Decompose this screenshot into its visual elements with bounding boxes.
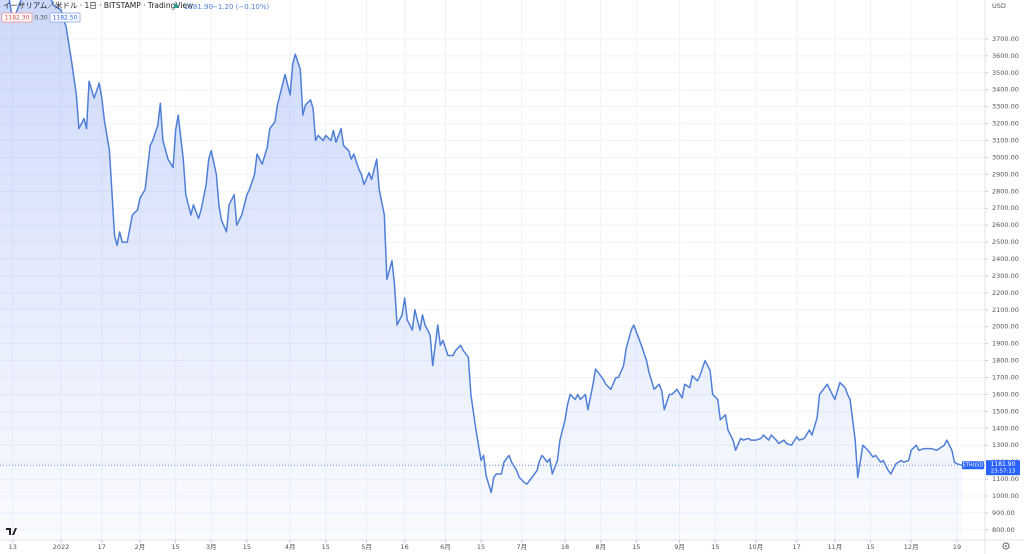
y-tick-label: 2500.00 — [992, 238, 1019, 246]
x-tick-label: 2022 — [53, 543, 70, 551]
y-tick-label: 3200.00 — [992, 120, 1019, 128]
y-tick-label: 1500.00 — [992, 407, 1019, 415]
y-tick-label: 1300.00 — [992, 441, 1019, 449]
y-tick-label: 2300.00 — [992, 272, 1019, 280]
chart-title: イーサリアム／米ドル · 1日 · BITSTAMP · TradingView — [3, 0, 193, 10]
y-tick-label: 3600.00 — [992, 52, 1019, 60]
status-dot — [174, 4, 178, 8]
y-tick-label: 2700.00 — [992, 204, 1019, 212]
x-tick-label: 18 — [561, 543, 569, 551]
x-tick-label: 3月 — [206, 543, 217, 551]
y-tick-label: 3700.00 — [992, 35, 1019, 43]
y-tick-label: 2600.00 — [992, 221, 1019, 229]
y-tick-label: 1700.00 — [992, 373, 1019, 381]
x-tick-label: 15 — [243, 543, 251, 551]
y-tick-label: 800.00 — [992, 526, 1015, 534]
x-tick-label: 15 — [632, 543, 640, 551]
y-tick-label: 1000.00 — [992, 492, 1019, 500]
y-tick-label: 3000.00 — [992, 153, 1019, 161]
y-tick-label: 1900.00 — [992, 340, 1019, 348]
x-tick-label: 17 — [98, 543, 106, 551]
bid-box[interactable] — [1, 12, 33, 23]
x-tick-label: 2月 — [135, 543, 146, 551]
price-tag — [986, 460, 1020, 476]
x-tick-label: 15 — [866, 543, 874, 551]
symbol-label: ETHUSD — [963, 463, 984, 469]
x-tick-label: 15 — [477, 543, 485, 551]
header-last: 1181.90 — [184, 3, 213, 11]
y-tick-label: 1100.00 — [992, 475, 1019, 483]
x-tick-label: 15 — [322, 543, 330, 551]
y-tick-label: 2400.00 — [992, 255, 1019, 263]
x-tick-label: 11月 — [827, 543, 842, 551]
x-tick-label: 8月 — [595, 543, 606, 551]
y-tick-label: 2900.00 — [992, 170, 1019, 178]
y-tick-label: 3500.00 — [992, 69, 1019, 77]
y-tick-label: 1600.00 — [992, 390, 1019, 398]
header: イーサリアム／米ドル · 1日 · BITSTAMP · TradingView… — [1, 0, 270, 23]
y-tick-label: 2800.00 — [992, 187, 1019, 195]
x-tick-label: 7月 — [516, 543, 527, 551]
x-tick-label: 15 — [171, 543, 179, 551]
header-change: −1.20 (−0.10%) — [212, 3, 270, 11]
y-tick-label: 3400.00 — [992, 86, 1019, 94]
price-tag-value: 1181.90 — [991, 461, 1016, 468]
x-tick-label: 17 — [793, 543, 801, 551]
axes: 800.00900.001000.001100.001200.001300.00… — [9, 35, 1019, 551]
bid-price: 1182.30 — [5, 15, 30, 22]
y-tick-label: 2100.00 — [992, 306, 1019, 314]
ask-box[interactable] — [49, 12, 81, 23]
y-tick-label: 2000.00 — [992, 323, 1019, 331]
x-tick-label: 10月 — [749, 543, 764, 551]
y-tick-label: 1400.00 — [992, 424, 1019, 432]
x-tick-label: 15 — [711, 543, 719, 551]
price-line — [8, 0, 963, 494]
x-tick-label: 6月 — [440, 543, 451, 551]
x-tick-label: 5月 — [361, 543, 372, 551]
x-tick-label: 16 — [401, 543, 409, 551]
y-tick-label: 3300.00 — [992, 103, 1019, 111]
plot-area — [0, 0, 963, 540]
currency-label: USD — [992, 2, 1006, 10]
ask-price: 1182.50 — [53, 15, 78, 22]
y-tick-label: 900.00 — [992, 509, 1015, 517]
price-tag-countdown: 23:57:13 — [991, 469, 1016, 475]
x-tick-label: 4月 — [285, 543, 296, 551]
symbol-tag — [962, 461, 984, 470]
y-tick-label: 2200.00 — [992, 289, 1019, 297]
x-tick-label: 13 — [9, 543, 17, 551]
y-tick-label: 1800.00 — [992, 357, 1019, 365]
y-tick-label: 3100.00 — [992, 137, 1019, 145]
x-tick-label: 12月 — [904, 543, 919, 551]
spread: 0.30 — [34, 15, 48, 22]
x-tick-label: 9月 — [674, 543, 685, 551]
area-fill — [0, 0, 963, 540]
settings-icon[interactable] — [1002, 542, 1010, 550]
x-tick-label: 19 — [953, 543, 961, 551]
tradingview-logo — [6, 528, 17, 535]
